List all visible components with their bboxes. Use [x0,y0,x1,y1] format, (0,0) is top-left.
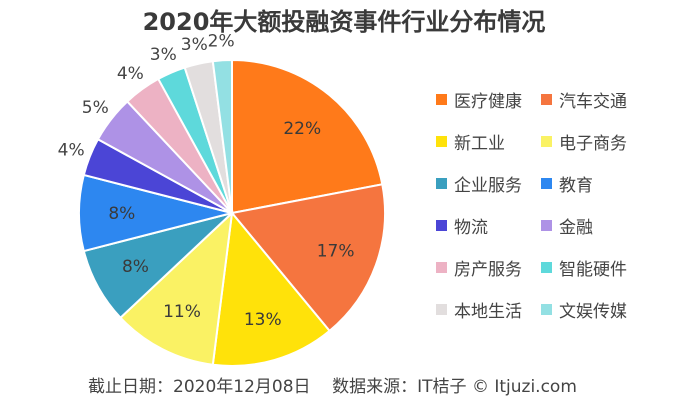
legend-label: 文娱传媒 [559,301,627,322]
pie-slice-2 [211,210,331,367]
data-label: 3% [150,45,177,65]
legend-swatch [436,261,447,273]
legend-swatch [541,135,552,147]
data-label: 3% [181,35,208,55]
data-label: 8% [108,204,135,224]
legend-swatch [436,93,447,105]
data-label: 13% [244,310,282,330]
pie-slice-1 [230,183,386,333]
legend-label: 本地生活 [454,301,522,322]
data-label: 22% [283,119,321,139]
data-label: 17% [317,241,355,261]
legend-swatch [436,177,447,189]
legend-swatch [541,219,552,231]
legend-swatch [541,303,552,315]
legend-item: 智能硬件 [541,256,651,280]
legend-swatch [436,135,447,147]
legend-item: 教育 [541,172,651,196]
legend-item: 文娱传媒 [541,298,651,322]
data-label: 4% [117,64,144,84]
data-label: 5% [82,98,109,118]
legend-label: 金融 [559,217,593,238]
legend-label: 电子商务 [559,133,627,154]
legend-label: 医疗健康 [454,91,522,112]
legend-item: 电子商务 [541,130,651,154]
legend-item: 本地生活 [436,298,541,322]
legend-item: 金融 [541,214,651,238]
pie-slice-0 [231,58,384,215]
legend-label: 新工业 [454,133,505,154]
legend-label: 汽车交通 [559,91,627,112]
legend-swatch [541,177,552,189]
legend-label: 物流 [454,217,488,238]
data-label: 4% [58,140,85,160]
legend-item: 医疗健康 [436,88,541,112]
legend-label: 房产服务 [454,259,522,280]
legend-item: 汽车交通 [541,88,651,112]
legend-swatch [541,93,552,105]
chart-title: 2020年大额投融资事件行业分布情况 [142,8,546,36]
pie-slice-11 [211,58,233,214]
legend-item: 新工业 [436,130,541,154]
data-label: 11% [163,302,201,322]
legend-swatch [436,219,447,231]
pie-slice-3 [119,210,234,366]
legend-label: 智能硬件 [559,259,627,280]
data-label: 8% [122,257,149,277]
legend-label: 教育 [559,175,593,196]
data-label: 2% [208,31,235,51]
legend-swatch [436,303,447,315]
footer-source: 截止日期：2020年12月08日 数据来源：IT桔子 © Itjuzi.com [88,377,577,397]
legend: 医疗健康 汽车交通新工业 电子商务企业服务 教育物流 金融房产服务 智能硬件本地生活 文娱传… [436,88,651,322]
legend-item: 物流 [436,214,541,238]
legend-swatch [541,261,552,273]
legend-item: 企业服务 [436,172,541,196]
legend-item: 房产服务 [436,256,541,280]
legend-label: 企业服务 [454,175,522,196]
